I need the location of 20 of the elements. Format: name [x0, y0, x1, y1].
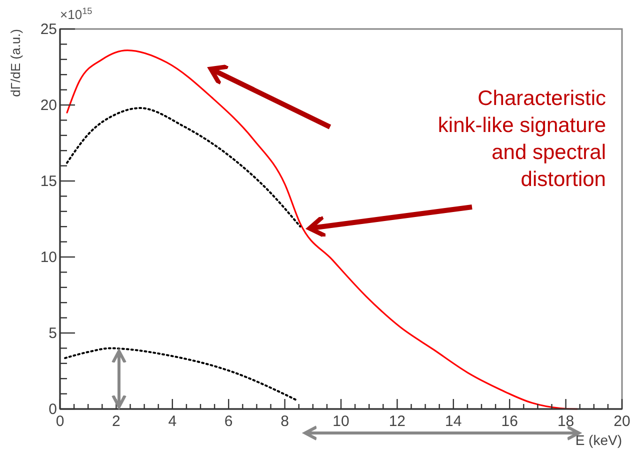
- y-tick-label: 15: [40, 173, 57, 190]
- x-tick-label: 8: [280, 413, 289, 430]
- y-tick-label: 0: [48, 401, 57, 418]
- y-tick-label: 20: [40, 97, 57, 114]
- x-axis-title: E (keV): [575, 432, 622, 448]
- y-tick-label: 10: [40, 249, 57, 266]
- text: ×10$^{15}$: [60, 6, 92, 22]
- x-tick-label: 2: [112, 413, 120, 430]
- y-tick-label: 5: [48, 325, 57, 342]
- x-tick-label: 18: [557, 413, 574, 430]
- annotation: Characteristic kink-like signature and spectral distortion: [438, 87, 606, 191]
- y-tick-label: 25: [40, 21, 57, 38]
- x-tick-label: 12: [388, 413, 406, 430]
- x-tick-label: 4: [168, 413, 177, 430]
- x-tick-label: 16: [501, 413, 518, 430]
- x-tick-label: 6: [224, 413, 233, 430]
- x-tick-label: 20: [614, 413, 630, 430]
- x-tick-label: 14: [445, 413, 462, 430]
- y-axis-title: dΓ/dE (a.u.): [8, 29, 23, 97]
- x-tick-label: 10: [332, 413, 350, 430]
